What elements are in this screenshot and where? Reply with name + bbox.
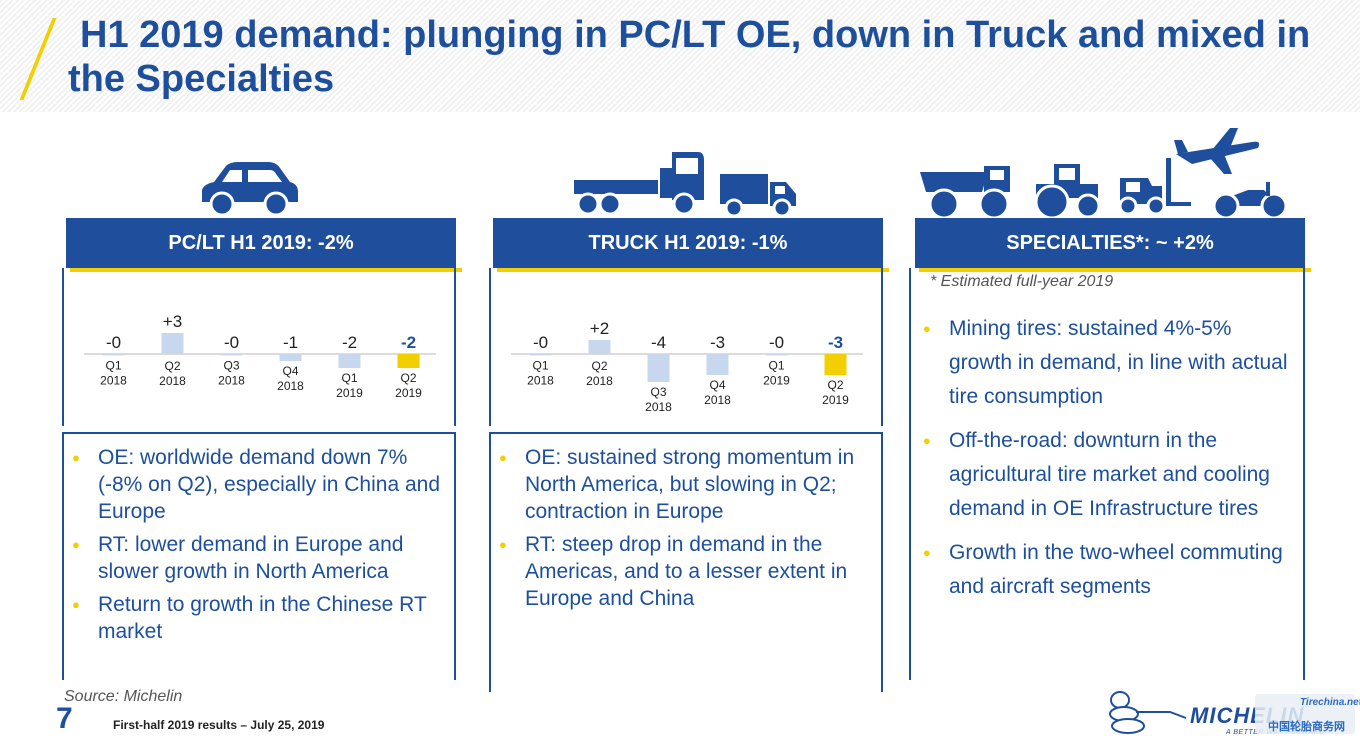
chart-data-label: -0 <box>224 333 239 352</box>
panel-header-specialties: SPECIALTIES*: ~ +2% <box>915 218 1311 272</box>
chart-tick-label: Q2 <box>400 371 416 385</box>
header-accent <box>919 268 1311 272</box>
panel-title-truck: TRUCK H1 2019: -1% <box>588 231 788 254</box>
chart-bar <box>338 354 361 368</box>
chart-data-label: -2 <box>342 333 357 352</box>
bullet-item: OE: sustained strong momentum in North A… <box>497 444 875 525</box>
chart-box-pclt <box>62 268 456 426</box>
bullet-item: Mining tires: sustained 4%-5% growth in … <box>921 312 1293 414</box>
chart-tick-label: Q1 <box>341 371 357 385</box>
chart-data-label: -0 <box>106 333 121 352</box>
bullet-item: OE: worldwide demand down 7% (-8% on Q2)… <box>70 444 448 525</box>
chart-tick-label: Q4 <box>282 364 298 378</box>
header-band <box>0 0 1360 112</box>
chart-data-label: +3 <box>163 312 182 331</box>
airplane-icon <box>1174 128 1260 174</box>
header-accent <box>70 268 462 272</box>
chart-tick-label: 2019 <box>763 373 790 387</box>
chart-data-label: -3 <box>710 333 725 352</box>
chart-bar <box>279 354 302 361</box>
chart-pclt: -0Q12018+3Q22018-0Q32018-1Q42018-2Q12019… <box>84 312 436 400</box>
bullets-pclt: OE: worldwide demand down 7% (-8% on Q2)… <box>70 444 448 645</box>
chart-data-label: -2 <box>401 333 416 352</box>
panel-header-truck: TRUCK H1 2019: -1% <box>493 218 889 272</box>
chart-tick-label: 2018 <box>159 374 186 388</box>
tractor-icon <box>1034 164 1101 220</box>
chart-tick-label: Q3 <box>223 358 239 372</box>
chart-bar <box>647 354 670 382</box>
chart-bar <box>706 354 729 375</box>
chart-bar <box>588 340 611 354</box>
chart-tick-label: Q3 <box>650 385 666 399</box>
page-number: 7 <box>56 702 73 735</box>
bullets-specialties: Mining tires: sustained 4%-5% growth in … <box>921 312 1293 604</box>
specialties-footnote: * Estimated full-year 2019 <box>930 273 1114 290</box>
chart-tick-label: 2018 <box>218 373 245 387</box>
header-accent <box>497 268 889 272</box>
chart-tick-label: Q2 <box>591 359 607 373</box>
chart-tick-label: Q1 <box>532 358 548 372</box>
chart-tick-label: Q1 <box>105 358 121 372</box>
chart-data-label: -1 <box>283 333 298 352</box>
panel-title-specialties: SPECIALTIES*: ~ +2% <box>1006 231 1214 254</box>
motorcycle-icon <box>1212 182 1288 220</box>
chart-tick-label: 2018 <box>704 393 731 407</box>
bullet-item: RT: steep drop in demand in the Americas… <box>497 531 875 612</box>
chart-bar <box>161 333 184 354</box>
chart-bar <box>102 354 125 356</box>
chart-bar <box>220 354 243 356</box>
bullet-item: RT: lower demand in Europe and slower gr… <box>70 531 448 585</box>
watermark-site: Tirechina.net <box>1300 697 1360 708</box>
watermark-box <box>1255 694 1355 734</box>
chart-tick-label: 2018 <box>100 373 127 387</box>
footer-text: First-half 2019 results – July 25, 2019 <box>113 718 325 732</box>
chart-data-label: +2 <box>590 319 609 338</box>
source-note: Source: Michelin <box>64 688 183 705</box>
chart-tick-label: Q2 <box>827 378 843 392</box>
bullets-box-pclt: OE: worldwide demand down 7% (-8% on Q2)… <box>62 432 456 680</box>
chart-tick-label: Q4 <box>709 378 725 392</box>
bullet-item: Return to growth in the Chinese RT marke… <box>70 591 448 645</box>
chart-bar <box>529 354 552 356</box>
truck-icon <box>574 152 796 218</box>
chart-data-label: -0 <box>533 333 548 352</box>
chart-tick-label: 2018 <box>645 400 672 414</box>
chart-tick-label: 2018 <box>277 379 304 393</box>
chart-tick-label: 2018 <box>586 374 613 388</box>
car-icon <box>202 162 298 217</box>
forklift-icon <box>1118 158 1191 216</box>
michelin-man-icon <box>1109 691 1187 734</box>
chart-bar <box>765 354 788 356</box>
chart-data-label: -3 <box>828 333 843 352</box>
chart-tick-label: Q1 <box>768 358 784 372</box>
bullets-box-truck: OE: sustained strong momentum in North A… <box>489 432 883 692</box>
mining-truck-icon <box>920 166 1010 220</box>
chart-tick-label: Q2 <box>164 359 180 373</box>
chart-data-label: -4 <box>651 333 666 352</box>
chart-tick-label: 2018 <box>527 373 554 387</box>
chart-data-label: -0 <box>769 333 784 352</box>
bullet-item: Growth in the two-wheel commuting and ai… <box>921 536 1293 604</box>
panel-header-pclt: PC/LT H1 2019: -2% <box>66 218 462 272</box>
slide-title: H1 2019 demand: plunging in PC/LT OE, do… <box>68 14 1311 100</box>
watermark-cn: 中国轮胎商务网 <box>1268 721 1345 733</box>
chart-tick-label: 2019 <box>395 386 422 400</box>
bullets-truck: OE: sustained strong momentum in North A… <box>497 444 875 612</box>
chart-box-truck <box>489 268 883 426</box>
chart-tick-label: 2019 <box>336 386 363 400</box>
chart-tick-label: 2019 <box>822 393 849 407</box>
panel-title-pclt: PC/LT H1 2019: -2% <box>168 231 354 254</box>
bullets-box-specialties: Mining tires: sustained 4%-5% growth in … <box>909 268 1305 680</box>
chart-bar <box>397 354 420 368</box>
bullet-item: Off-the-road: downturn in the agricultur… <box>921 424 1293 526</box>
chart-bar <box>824 354 847 375</box>
chart-truck: -0Q12018+2Q22018-4Q32018-3Q42018-0Q12019… <box>511 319 863 414</box>
